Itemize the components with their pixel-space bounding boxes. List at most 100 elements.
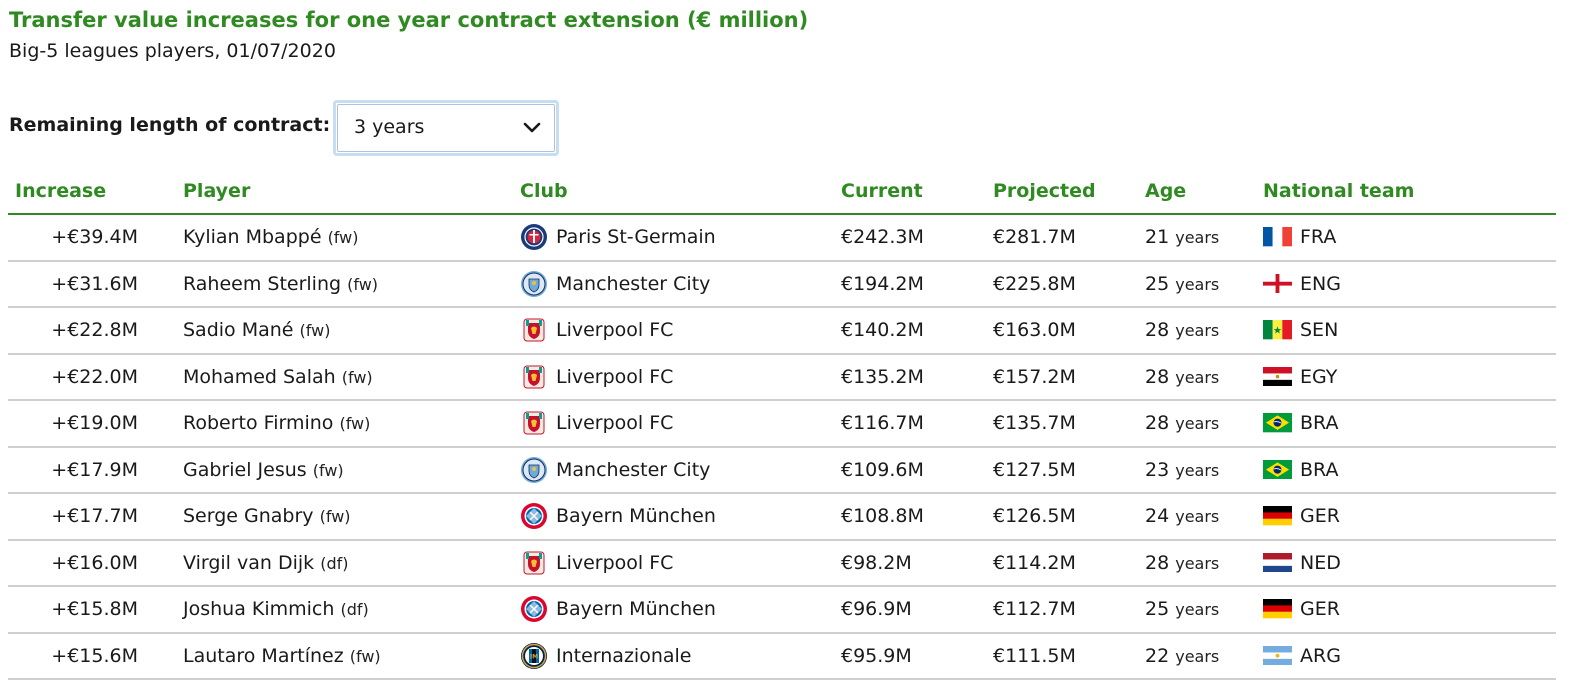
club-cell: IM Internazionale <box>520 632 841 680</box>
increase-value: +€17.9M <box>8 446 183 494</box>
age-unit: years <box>1175 600 1220 620</box>
age-value: 23 <box>1145 458 1170 481</box>
table-row[interactable]: +€16.0M Virgil van Dijk (df) Liverpool F… <box>8 539 1556 587</box>
man-city-crest-icon <box>520 456 548 484</box>
club-name[interactable]: Bayern München <box>556 505 716 528</box>
projected-value: €135.7M <box>993 400 1145 448</box>
current-value: €140.2M <box>841 307 993 355</box>
col-header-projected[interactable]: Projected <box>993 168 1145 215</box>
projected-value: €163.0M <box>993 307 1145 355</box>
table-row[interactable]: +€17.9M Gabriel Jesus (fw) Manchester Ci… <box>8 446 1556 494</box>
table-row[interactable]: +€39.4M Kylian Mbappé (fw) Paris St-Germ… <box>8 214 1556 262</box>
club-name[interactable]: Liverpool FC <box>556 412 674 435</box>
transfer-value-table: Increase Player Club Current Projected A… <box>8 168 1556 680</box>
player-name[interactable]: Sadio Mané <box>183 319 294 342</box>
player-name[interactable]: Lautaro Martínez <box>183 644 344 667</box>
player-position: (fw) <box>312 460 344 480</box>
club-name[interactable]: Liverpool FC <box>556 319 674 342</box>
player-name[interactable]: Joshua Kimmich <box>183 598 335 621</box>
inter-crest-icon: IM <box>520 642 548 670</box>
table-row[interactable]: +€15.8M Joshua Kimmich (df) Bayern Münch… <box>8 586 1556 634</box>
national-team-cell: FRA <box>1263 214 1556 262</box>
player-name[interactable]: Mohamed Salah <box>183 365 336 388</box>
age-cell: 22 years <box>1145 632 1263 680</box>
player-name[interactable]: Raheem Sterling <box>183 272 342 295</box>
player-cell: Serge Gnabry (fw) <box>183 493 520 541</box>
table-header-row: Increase Player Club Current Projected A… <box>8 168 1556 215</box>
increase-value: +€22.0M <box>8 353 183 401</box>
col-header-player[interactable]: Player <box>183 168 520 215</box>
increase-value: +€15.8M <box>8 586 183 634</box>
national-team-cell: ARG <box>1263 632 1556 680</box>
club-name[interactable]: Internazionale <box>556 644 692 667</box>
age-unit: years <box>1175 228 1220 248</box>
player-name[interactable]: Roberto Firmino <box>183 412 334 435</box>
national-team-code: GER <box>1300 598 1340 621</box>
table-row[interactable]: +€15.6M Lautaro Martínez (fw) IM Interna… <box>8 632 1556 680</box>
age-unit: years <box>1175 507 1220 527</box>
current-value: €98.2M <box>841 539 993 587</box>
current-value: €95.9M <box>841 632 993 680</box>
contract-length-selected-value: 3 years <box>354 116 425 138</box>
col-header-national-team[interactable]: National team <box>1263 168 1556 215</box>
age-value: 22 <box>1145 644 1170 667</box>
club-name[interactable]: Manchester City <box>556 458 711 481</box>
current-value: €108.8M <box>841 493 993 541</box>
man-city-crest-icon <box>520 270 548 298</box>
club-name[interactable]: Bayern München <box>556 598 716 621</box>
age-value: 24 <box>1145 505 1170 528</box>
club-cell: Bayern München <box>520 493 841 541</box>
table-row[interactable]: +€22.0M Mohamed Salah (fw) Liverpool FC … <box>8 353 1556 401</box>
national-team-cell: GER <box>1263 493 1556 541</box>
player-cell: Joshua Kimmich (df) <box>183 586 520 634</box>
table-row[interactable]: +€31.6M Raheem Sterling (fw) Manchester … <box>8 260 1556 308</box>
current-value: €194.2M <box>841 260 993 308</box>
age-unit: years <box>1175 553 1220 573</box>
player-cell: Kylian Mbappé (fw) <box>183 214 520 262</box>
age-unit: years <box>1175 414 1220 434</box>
col-header-age[interactable]: Age <box>1145 168 1263 215</box>
club-name[interactable]: Manchester City <box>556 272 711 295</box>
brazil-flag-icon <box>1263 413 1292 433</box>
age-cell: 25 years <box>1145 260 1263 308</box>
player-cell: Lautaro Martínez (fw) <box>183 632 520 680</box>
national-team-cell: EGY <box>1263 353 1556 401</box>
player-name[interactable]: Serge Gnabry <box>183 505 314 528</box>
projected-value: €127.5M <box>993 446 1145 494</box>
club-name[interactable]: Paris St-Germain <box>556 226 716 249</box>
table-row[interactable]: +€22.8M Sadio Mané (fw) Liverpool FC €14… <box>8 307 1556 355</box>
player-name[interactable]: Virgil van Dijk <box>183 551 315 574</box>
current-value: €242.3M <box>841 214 993 262</box>
france-flag-icon <box>1263 227 1292 247</box>
col-header-current[interactable]: Current <box>841 168 993 215</box>
netherlands-flag-icon <box>1263 552 1292 573</box>
bayern-crest-icon <box>520 502 548 530</box>
national-team-code: ARG <box>1300 644 1341 667</box>
age-cell: 28 years <box>1145 307 1263 355</box>
player-name[interactable]: Gabriel Jesus <box>183 458 307 481</box>
page-title: Transfer value increases for one year co… <box>9 8 809 32</box>
player-name[interactable]: Kylian Mbappé <box>183 226 322 249</box>
age-value: 28 <box>1145 551 1170 574</box>
chevron-down-icon <box>523 122 541 133</box>
liverpool-crest-icon <box>520 549 548 577</box>
col-header-increase[interactable]: Increase <box>8 168 183 215</box>
age-unit: years <box>1175 646 1220 666</box>
club-cell: Bayern München <box>520 586 841 634</box>
projected-value: €126.5M <box>993 493 1145 541</box>
club-name[interactable]: Liverpool FC <box>556 365 674 388</box>
psg-crest-icon <box>520 223 548 251</box>
col-header-club[interactable]: Club <box>520 168 841 215</box>
table-row[interactable]: +€19.0M Roberto Firmino (fw) Liverpool F… <box>8 400 1556 448</box>
contract-length-select[interactable]: 3 years <box>333 100 559 156</box>
club-name[interactable]: Liverpool FC <box>556 551 674 574</box>
national-team-code: NED <box>1300 551 1341 574</box>
player-cell: Gabriel Jesus (fw) <box>183 446 520 494</box>
player-position: (fw) <box>347 274 379 294</box>
age-cell: 28 years <box>1145 353 1263 401</box>
national-team-code: EGY <box>1300 365 1338 388</box>
table-row[interactable]: +€17.7M Serge Gnabry (fw) Bayern München… <box>8 493 1556 541</box>
contract-length-label: Remaining length of contract: <box>9 114 331 136</box>
club-cell: Manchester City <box>520 446 841 494</box>
player-position: (fw) <box>349 646 381 666</box>
